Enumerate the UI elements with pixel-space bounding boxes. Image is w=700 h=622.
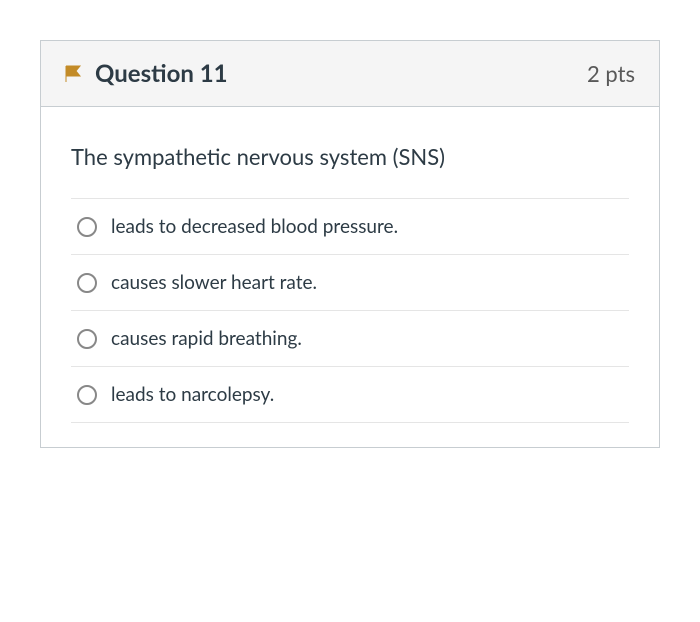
option-row[interactable]: leads to narcolepsy. <box>71 367 629 423</box>
option-label: causes slower heart rate. <box>111 271 317 294</box>
option-label: causes rapid breathing. <box>111 327 302 350</box>
question-title: Question 11 <box>95 59 228 88</box>
question-body: The sympathetic nervous system (SNS) lea… <box>41 107 659 447</box>
options-list: leads to decreased blood pressure. cause… <box>71 198 629 423</box>
option-row[interactable]: causes slower heart rate. <box>71 255 629 311</box>
option-label: leads to decreased blood pressure. <box>111 215 398 238</box>
radio-icon[interactable] <box>77 273 97 293</box>
radio-icon[interactable] <box>77 329 97 349</box>
option-row[interactable]: causes rapid breathing. <box>71 311 629 367</box>
option-row[interactable]: leads to decreased blood pressure. <box>71 199 629 255</box>
radio-icon[interactable] <box>77 217 97 237</box>
option-label: leads to narcolepsy. <box>111 383 274 406</box>
radio-icon[interactable] <box>77 385 97 405</box>
question-card: Question 11 2 pts The sympathetic nervou… <box>40 40 660 448</box>
question-text: The sympathetic nervous system (SNS) <box>71 143 629 170</box>
header-left: Question 11 <box>65 59 228 88</box>
flag-icon[interactable] <box>65 65 83 83</box>
question-header: Question 11 2 pts <box>41 41 659 107</box>
points-label: 2 pts <box>587 60 635 87</box>
